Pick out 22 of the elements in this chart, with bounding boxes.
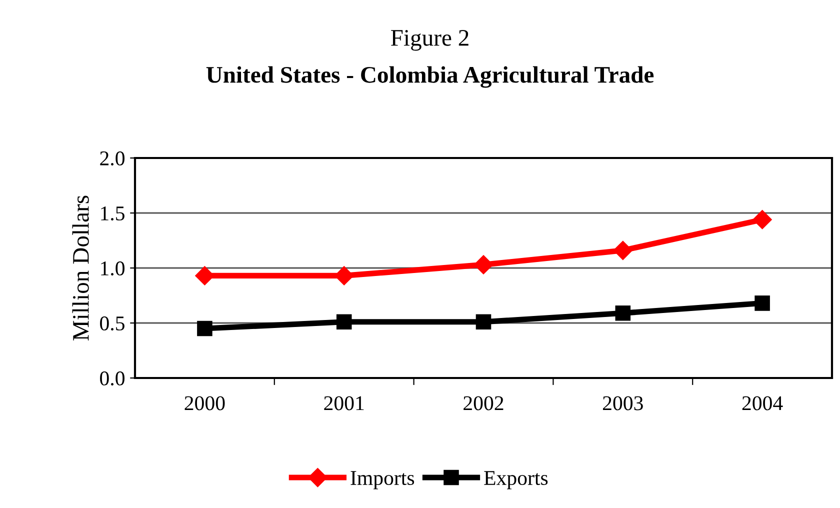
point — [336, 314, 352, 330]
point — [752, 210, 772, 230]
point — [613, 240, 632, 260]
point — [615, 305, 631, 321]
y-tick-label: 0.0 — [100, 371, 124, 386]
point — [197, 320, 212, 336]
point — [754, 296, 770, 311]
chart-title: Figure 2 — [391, 30, 468, 51]
legend-label: Exports — [484, 471, 548, 490]
y-tick-label: 1.5 — [101, 206, 124, 221]
y-tick-label: 0.5 — [100, 316, 124, 331]
y-tick-label: 1.0 — [101, 261, 124, 276]
x-tick-label: 2001 — [324, 396, 364, 410]
x-tick-label: 2000 — [184, 396, 225, 410]
chart-subtitle: United States - Colombia Agricultural Trade — [206, 66, 654, 88]
y-tick-label: 2.0 — [100, 151, 124, 166]
x-tick-label: 2002 — [464, 396, 504, 410]
point — [476, 314, 492, 330]
y-axis-title: Million Dollars — [72, 196, 89, 340]
x-tick-label: 2004 — [742, 396, 783, 410]
legend-label: Imports — [350, 471, 414, 490]
x-tick-label: 2003 — [602, 396, 643, 410]
